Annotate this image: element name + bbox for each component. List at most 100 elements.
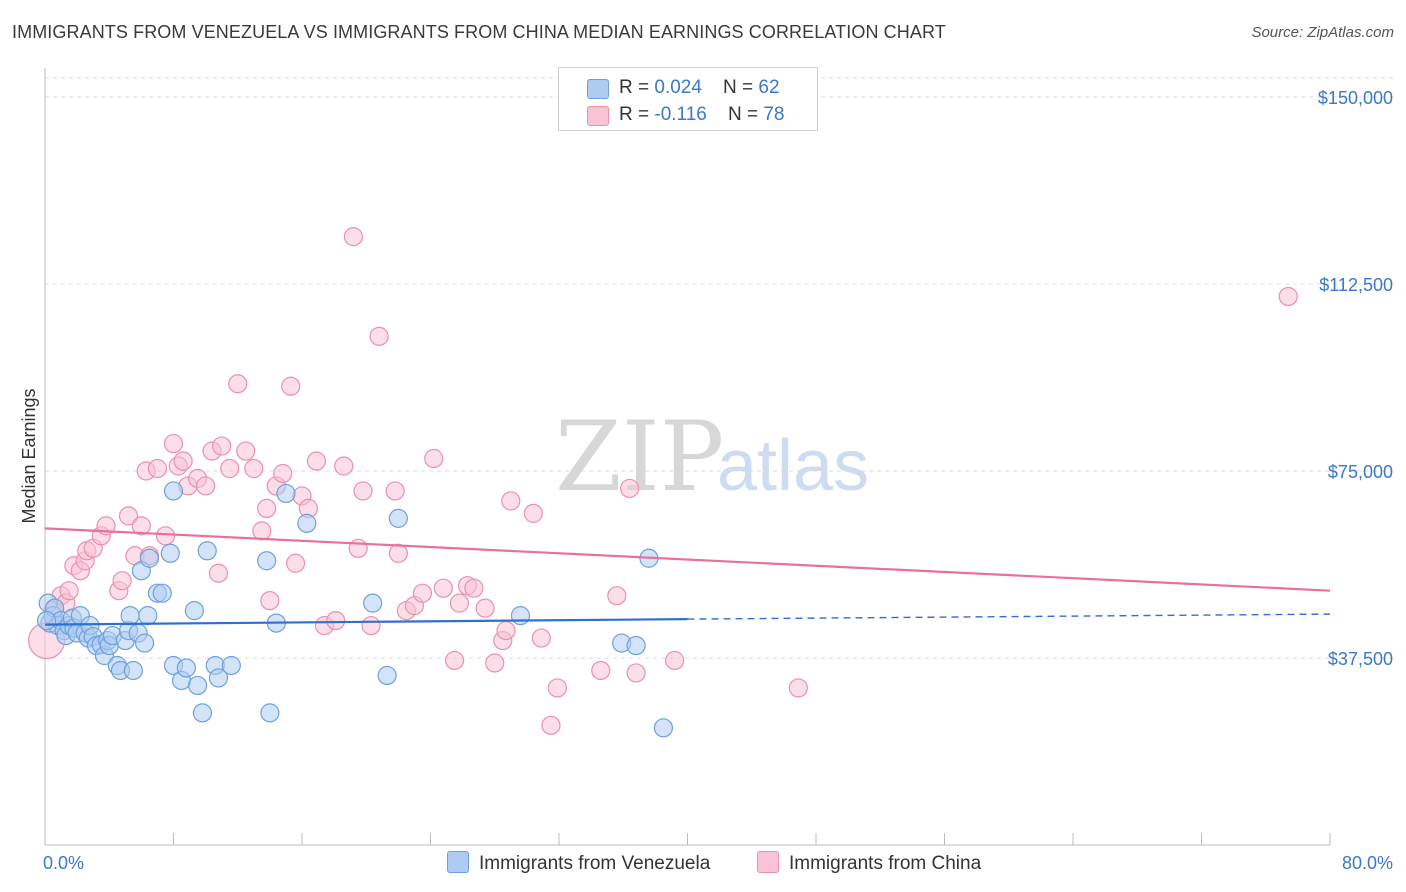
data-point-venezuela [197, 541, 217, 561]
y-tick-label: $112,500 [1319, 275, 1393, 295]
data-point-china [523, 503, 543, 523]
data-point-china [412, 583, 433, 603]
legend-r-value-china: -0.116 [654, 104, 707, 125]
data-point-china [541, 715, 561, 735]
data-point-venezuela [160, 543, 180, 563]
x-axis-labels: 0.0% 80.0% [43, 853, 1393, 873]
data-point-china [348, 538, 368, 558]
data-point-venezuela [377, 665, 397, 686]
data-point-venezuela [388, 508, 408, 528]
data-point-venezuela [163, 481, 184, 501]
data-point-venezuela [184, 601, 204, 621]
data-point-venezuela [138, 606, 158, 626]
data-point-venezuela [363, 593, 383, 613]
axes [44, 68, 1331, 846]
bottom-legend-swatch-venezuela [447, 851, 469, 873]
y-tick-label: $150,000 [1318, 88, 1393, 108]
data-point-china [208, 563, 229, 583]
chart-title: IMMIGRANTS FROM VENEZUELA VS IMMIGRANTS … [12, 22, 946, 42]
data-point-china [464, 578, 484, 598]
data-point-china [285, 553, 306, 573]
watermark: ZIP atlas [555, 401, 869, 513]
data-point-china [155, 526, 176, 546]
y-tick-label: $75,000 [1328, 462, 1393, 482]
data-point-china [228, 374, 248, 394]
data-point-china [163, 433, 184, 454]
data-point-china [173, 451, 193, 471]
legend-r-label: R = [619, 104, 655, 125]
data-point-china [196, 476, 216, 496]
data-point-china [547, 678, 567, 698]
data-point-venezuela [297, 513, 317, 533]
data-point-venezuela [221, 655, 241, 676]
legend-swatch-china [587, 106, 609, 126]
data-point-venezuela [510, 606, 531, 626]
y-axis-title: Median Earnings [19, 388, 39, 523]
data-point-china [244, 458, 264, 479]
data-point-china [306, 451, 327, 471]
legend-r-label: R = [619, 77, 655, 98]
y-tick-label: $37,500 [1328, 649, 1393, 669]
data-point-venezuela [276, 483, 296, 504]
data-point-china [369, 326, 389, 346]
data-point-china [620, 478, 640, 499]
legend-n-label: N = [727, 104, 764, 125]
data-point-china [260, 591, 280, 611]
data-point-china [1278, 286, 1298, 307]
x-tick-label: 0.0% [43, 853, 84, 873]
data-point-china [449, 593, 470, 613]
data-point-venezuela [123, 660, 143, 681]
correlation-legend: R = 0.024 N = 62 R = -0.116 N = 78 [558, 67, 818, 131]
data-point-venezuela [134, 633, 155, 653]
watermark-atlas: atlas [717, 426, 869, 506]
data-point-china [444, 650, 465, 671]
data-point-china [475, 598, 495, 618]
data-point-china [118, 506, 139, 526]
data-point-china [665, 650, 685, 671]
data-point-china [424, 448, 444, 469]
data-point-china [433, 578, 453, 598]
data-point-venezuela [139, 548, 160, 568]
grid [45, 77, 1395, 659]
data-point-china [212, 436, 232, 456]
y-axis-labels: $37,500 $75,000 $112,500 $150,000 [1318, 88, 1393, 669]
data-point-china [59, 581, 79, 601]
data-point-china [607, 586, 627, 606]
legend-n-value-china: 78 [763, 104, 785, 125]
data-point-venezuela [37, 610, 57, 631]
data-point-venezuela [152, 583, 172, 603]
data-point-china [257, 498, 277, 518]
bottom-legend-venezuela: Immigrants from Venezuela [447, 851, 710, 875]
data-point-china [788, 678, 808, 698]
data-point-china [496, 620, 516, 641]
trend-line-venezuela [44, 618, 688, 626]
trend-lines [44, 527, 1331, 626]
data-point-china [485, 653, 505, 673]
bottom-legend-label-china: Immigrants from China [789, 853, 982, 874]
data-point-china [626, 663, 646, 683]
data-point-china [388, 543, 408, 563]
data-point-venezuela [208, 668, 229, 688]
data-point-china [252, 521, 272, 541]
data-point-venezuela [176, 658, 196, 678]
source-label: Source: ZipAtlas.com [1251, 24, 1394, 41]
data-point-china [361, 615, 381, 636]
data-point-china [353, 481, 373, 501]
data-point-china [273, 463, 293, 484]
bottom-legend-china: Immigrants from China [757, 851, 981, 875]
trend-line-extension-venezuela [687, 613, 1331, 620]
data-point-venezuela [120, 606, 140, 626]
legend-r-value-venezuela: 0.024 [654, 77, 702, 98]
data-point-venezuela [187, 675, 208, 696]
data-point-china [220, 458, 240, 479]
bottom-legend-swatch-china [757, 851, 779, 873]
legend-n-label: N = [723, 77, 759, 98]
data-point-china [326, 610, 346, 631]
data-point-venezuela [260, 703, 280, 723]
data-point-venezuela [192, 703, 213, 723]
data-point-china [591, 660, 611, 681]
data-point-china [531, 628, 551, 648]
data-point-china [236, 441, 256, 461]
data-point-venezuela [653, 718, 674, 738]
